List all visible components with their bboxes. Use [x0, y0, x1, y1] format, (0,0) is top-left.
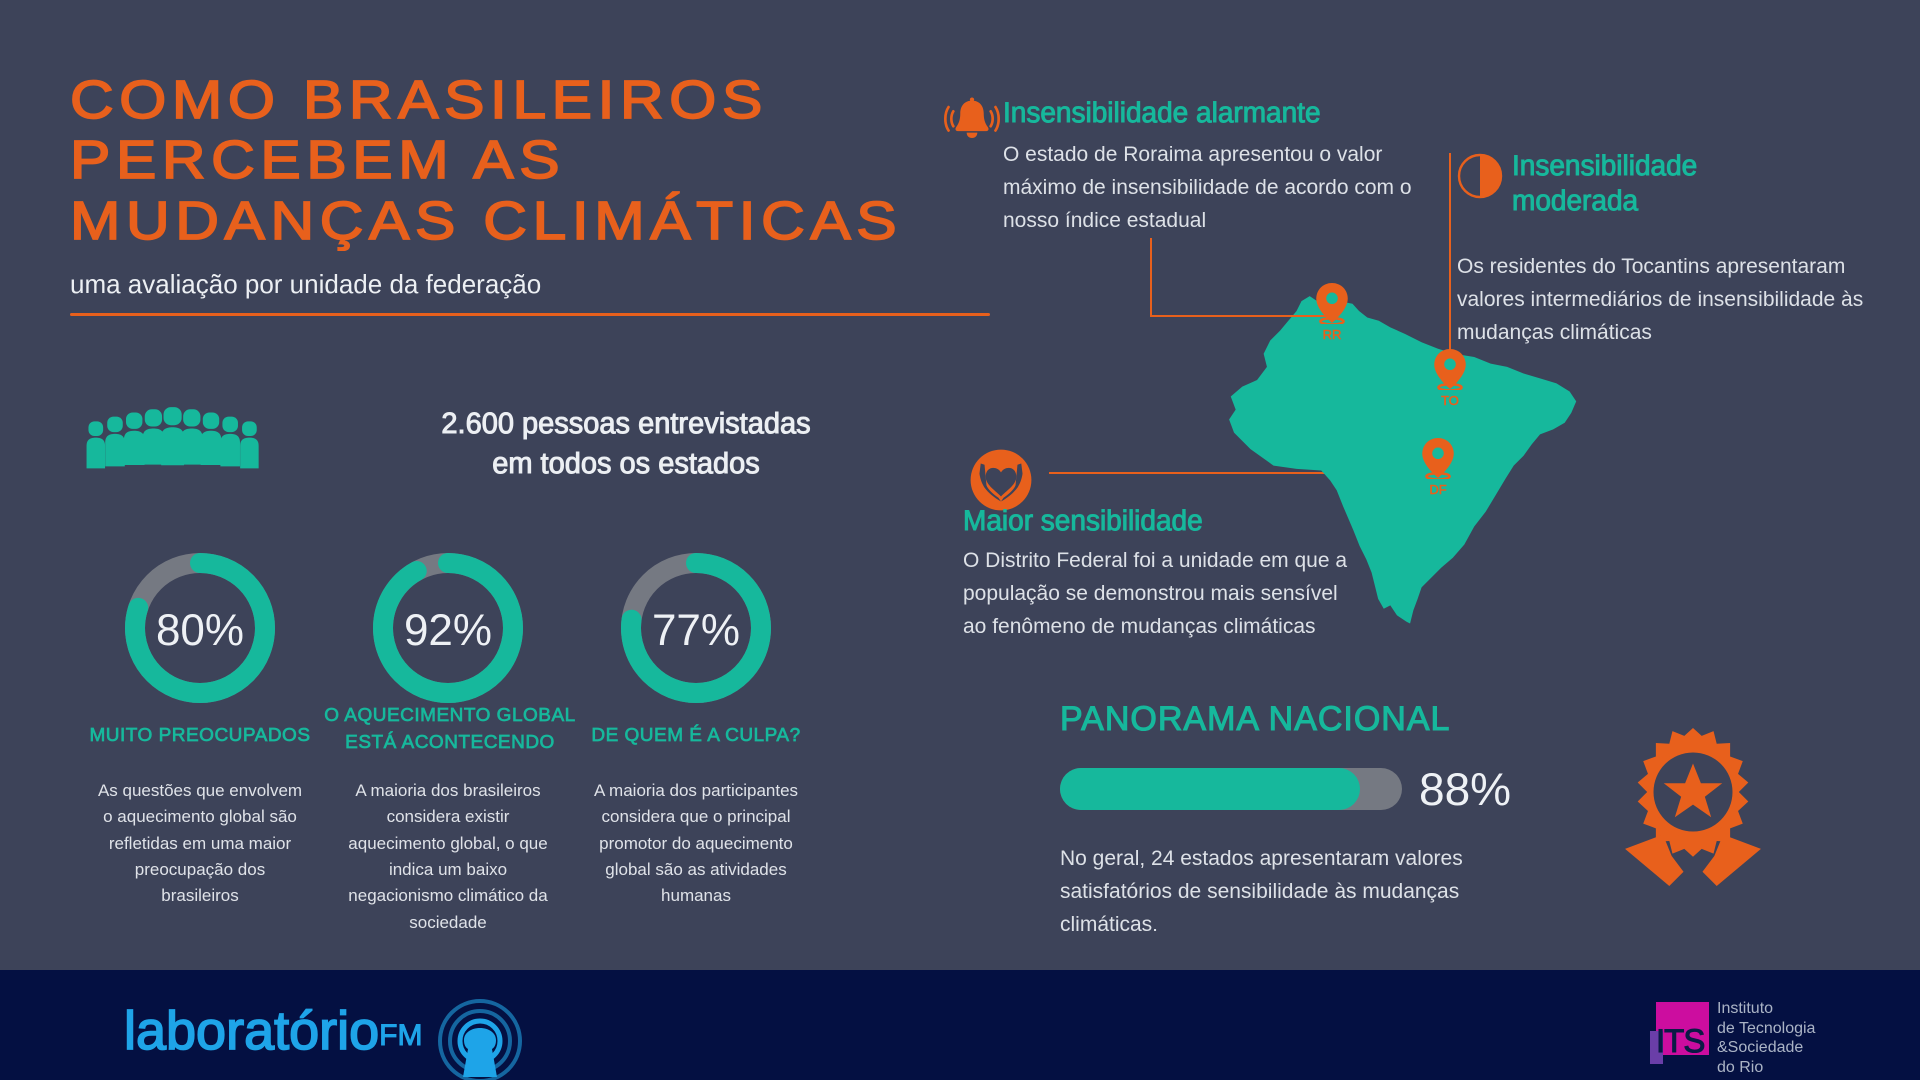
svg-text:92%: 92% [404, 606, 492, 655]
svg-text:80%: 80% [156, 606, 244, 655]
svg-text:77%: 77% [652, 606, 740, 655]
